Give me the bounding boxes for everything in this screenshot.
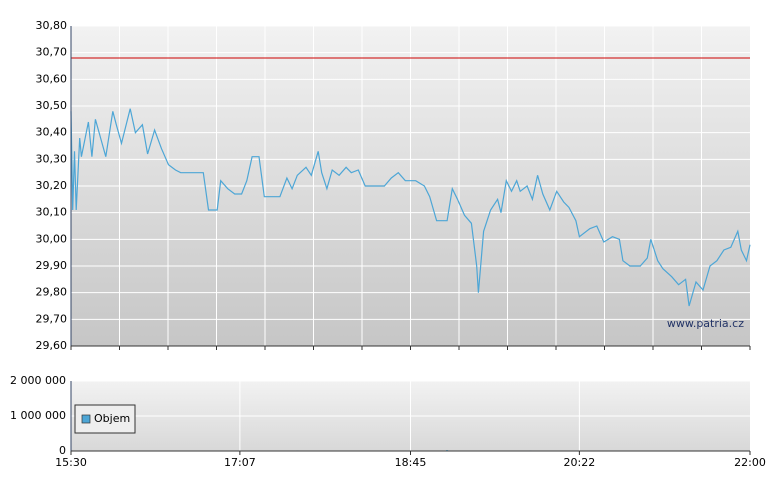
legend-swatch bbox=[81, 414, 91, 424]
legend-label: Objem bbox=[94, 412, 130, 425]
y-tick-label: 30,00 bbox=[36, 232, 68, 245]
y-tick-label: 30,80 bbox=[36, 19, 68, 32]
y-tick-label: 30,30 bbox=[36, 152, 68, 165]
y-tick-label: 2 000 000 bbox=[10, 374, 66, 387]
x-tick-label: 22:00 bbox=[734, 456, 766, 469]
y-tick-label: 1 000 000 bbox=[10, 409, 66, 422]
y-tick-label: 29,60 bbox=[36, 339, 68, 352]
y-tick-label: 29,70 bbox=[36, 312, 68, 325]
y-tick-label: 30,40 bbox=[36, 126, 68, 139]
y-tick-label: 30,70 bbox=[36, 46, 68, 59]
y-tick-label: 0 bbox=[59, 444, 66, 457]
watermark: www.patria.cz bbox=[667, 317, 744, 330]
x-tick-label: 20:22 bbox=[564, 456, 596, 469]
y-tick-label: 30,60 bbox=[36, 72, 68, 85]
y-tick-label: 30,10 bbox=[36, 206, 68, 219]
price-line bbox=[70, 108, 751, 307]
y-tick-label: 29,80 bbox=[36, 286, 68, 299]
y-tick-label: 29,90 bbox=[36, 259, 68, 272]
x-tick-label: 15:30 bbox=[55, 456, 87, 469]
x-tick-label: 18:45 bbox=[395, 456, 427, 469]
y-tick-label: 30,20 bbox=[36, 179, 68, 192]
x-tick-label: 17:07 bbox=[224, 456, 256, 469]
y-tick-label: 30,50 bbox=[36, 99, 68, 112]
